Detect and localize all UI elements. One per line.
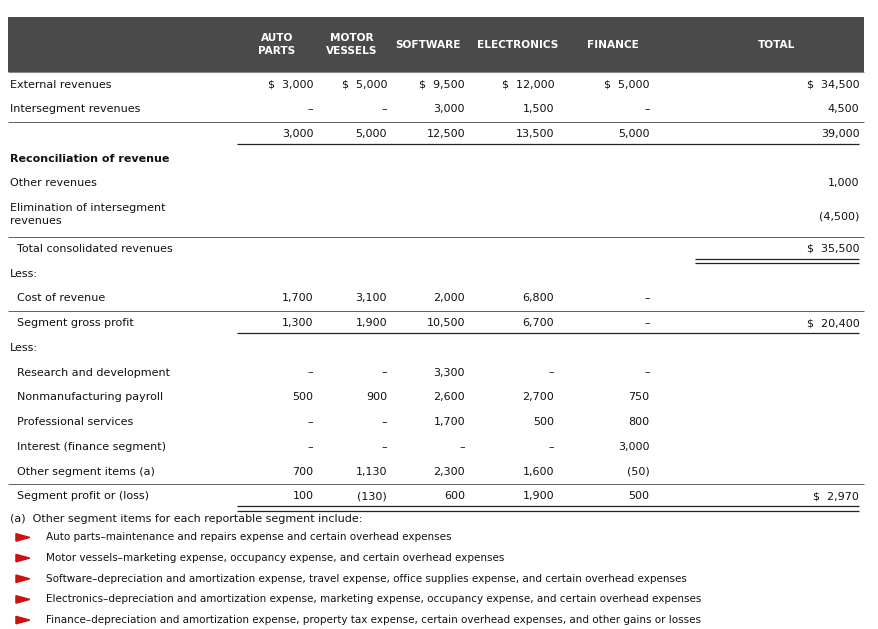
Text: –: – [381,442,386,452]
Text: 900: 900 [365,392,386,403]
Text: 3,000: 3,000 [433,104,464,114]
Text: 5,000: 5,000 [617,129,649,139]
Text: MOTOR
VESSELS: MOTOR VESSELS [326,33,377,56]
Text: 2,300: 2,300 [433,467,464,477]
Text: Finance–depreciation and amortization expense, property tax expense, certain ove: Finance–depreciation and amortization ex… [47,615,701,625]
Text: 1,700: 1,700 [282,293,313,303]
Text: 500: 500 [628,491,649,501]
Polygon shape [16,533,30,541]
Text: 600: 600 [443,491,464,501]
Text: 1,130: 1,130 [355,467,386,477]
Text: Motor vessels–marketing expense, occupancy expense, and certain overhead expense: Motor vessels–marketing expense, occupan… [47,553,504,563]
Text: 100: 100 [292,491,313,501]
Text: Nonmanufacturing payroll: Nonmanufacturing payroll [10,392,163,403]
Text: 1,700: 1,700 [433,417,464,427]
Text: $  12,000: $ 12,000 [501,79,554,89]
Text: –: – [548,367,554,377]
Text: AUTO
PARTS: AUTO PARTS [258,33,295,56]
Text: 12,500: 12,500 [426,129,464,139]
Text: $  20,400: $ 20,400 [806,318,859,328]
Text: Software–depreciation and amortization expense, travel expense, office supplies : Software–depreciation and amortization e… [47,574,687,584]
Text: 13,500: 13,500 [515,129,554,139]
Text: 1,500: 1,500 [522,104,554,114]
Polygon shape [16,554,30,562]
Text: 3,000: 3,000 [617,442,649,452]
Text: Cost of revenue: Cost of revenue [10,293,105,303]
Text: –: – [548,442,554,452]
Text: 5,000: 5,000 [355,129,386,139]
Polygon shape [16,575,30,582]
FancyBboxPatch shape [8,17,863,72]
Text: Elimination of intersegment
revenues: Elimination of intersegment revenues [10,203,165,226]
Text: 4,500: 4,500 [827,104,859,114]
Text: Less:: Less: [10,343,38,353]
Text: $  9,500: $ 9,500 [419,79,464,89]
Text: Auto parts–maintenance and repairs expense and certain overhead expenses: Auto parts–maintenance and repairs expen… [47,532,451,542]
Text: $  35,500: $ 35,500 [806,244,859,254]
Text: 1,900: 1,900 [355,318,386,328]
Text: 1,900: 1,900 [522,491,554,501]
Text: 6,800: 6,800 [522,293,554,303]
Text: Other segment items (a): Other segment items (a) [10,467,155,477]
Text: 500: 500 [533,417,554,427]
Text: Total consolidated revenues: Total consolidated revenues [10,244,173,254]
Text: 750: 750 [628,392,649,403]
Text: Less:: Less: [10,269,38,279]
Text: –: – [307,417,313,427]
Text: Other revenues: Other revenues [10,179,97,189]
Polygon shape [16,616,30,624]
Text: FINANCE: FINANCE [587,40,638,50]
Text: –: – [381,417,386,427]
Text: $  5,000: $ 5,000 [603,79,649,89]
Text: –: – [644,104,649,114]
Text: 2,600: 2,600 [433,392,464,403]
Text: 6,700: 6,700 [522,318,554,328]
Text: –: – [644,367,649,377]
Text: 2,700: 2,700 [522,392,554,403]
Polygon shape [16,596,30,603]
Text: –: – [307,104,313,114]
Text: 3,300: 3,300 [433,367,464,377]
Text: 700: 700 [291,467,313,477]
Text: –: – [307,367,313,377]
Text: –: – [381,104,386,114]
Text: 3,100: 3,100 [355,293,386,303]
Text: $  3,000: $ 3,000 [268,79,313,89]
Text: 500: 500 [292,392,313,403]
Text: Research and development: Research and development [10,367,169,377]
Text: 2,000: 2,000 [433,293,464,303]
Text: 3,000: 3,000 [282,129,313,139]
Text: External revenues: External revenues [10,79,112,89]
Text: –: – [644,293,649,303]
Text: Intersegment revenues: Intersegment revenues [10,104,140,114]
Text: Segment gross profit: Segment gross profit [10,318,133,328]
Text: TOTAL: TOTAL [758,40,795,50]
Text: –: – [381,367,386,377]
Text: 39,000: 39,000 [820,129,859,139]
Text: 10,500: 10,500 [426,318,464,328]
Text: (4,500): (4,500) [818,211,859,221]
Text: SOFTWARE: SOFTWARE [394,40,460,50]
Text: Electronics–depreciation and amortization expense, marketing expense, occupancy : Electronics–depreciation and amortizatio… [47,594,701,604]
Text: Reconciliation of revenue: Reconciliation of revenue [10,153,169,164]
Text: 1,600: 1,600 [522,467,554,477]
Text: (50): (50) [626,467,649,477]
Text: $  5,000: $ 5,000 [342,79,386,89]
Text: 1,300: 1,300 [282,318,313,328]
Text: $  34,500: $ 34,500 [806,79,859,89]
Text: –: – [644,318,649,328]
Text: 1,000: 1,000 [827,179,859,189]
Text: ELECTRONICS: ELECTRONICS [477,40,558,50]
Text: –: – [307,442,313,452]
Text: (a)  Other segment items for each reportable segment include:: (a) Other segment items for each reporta… [10,514,362,523]
Text: –: – [459,442,464,452]
Text: Interest (finance segment): Interest (finance segment) [10,442,166,452]
Text: (130): (130) [356,491,386,501]
Text: Professional services: Professional services [10,417,133,427]
Text: Segment profit or (loss): Segment profit or (loss) [10,491,149,501]
Text: $  2,970: $ 2,970 [812,491,859,501]
Text: 800: 800 [628,417,649,427]
